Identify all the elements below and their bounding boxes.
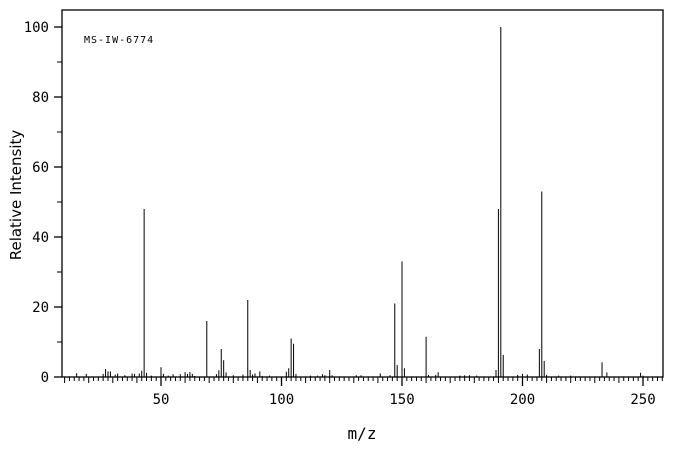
svg-text:40: 40 — [32, 230, 49, 246]
svg-text:80: 80 — [32, 90, 49, 106]
svg-text:150: 150 — [389, 392, 414, 408]
y-axis-title: Relative Intensity — [7, 129, 25, 261]
svg-text:0: 0 — [41, 370, 49, 386]
x-axis-title: m/z — [347, 424, 377, 443]
svg-text:200: 200 — [510, 392, 535, 408]
svg-text:100: 100 — [269, 392, 294, 408]
svg-text:60: 60 — [32, 160, 49, 176]
svg-text:20: 20 — [32, 300, 49, 316]
svg-text:50: 50 — [153, 392, 170, 408]
spectrum-id-label: MS-IW-6774 — [84, 35, 155, 46]
svg-text:250: 250 — [630, 392, 655, 408]
svg-text:100: 100 — [24, 20, 49, 36]
